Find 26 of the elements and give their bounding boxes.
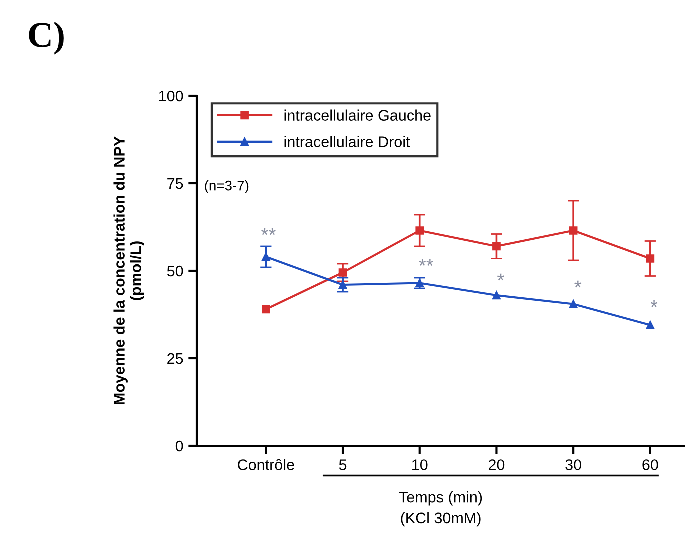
point: [262, 305, 270, 314]
x-tick-label: 10: [412, 460, 428, 470]
x-tick-label: Contrôle: [238, 459, 294, 470]
point: [569, 300, 578, 308]
y-tick-label: 25: [168, 353, 184, 364]
y-tick-label: 0: [176, 440, 184, 452]
annotation: *: [650, 300, 658, 308]
y-tick-label: 50: [167, 266, 184, 277]
x-tick-label: 20: [488, 460, 505, 470]
legend-label: intracellulaire Gauche: [284, 110, 431, 121]
legend-label: intracellulaire Droit: [284, 136, 410, 148]
x-tick-label: 60: [642, 460, 658, 470]
x-tick-label: 30: [566, 460, 582, 470]
annotation: *: [498, 274, 505, 281]
x-tick-label: 5: [339, 460, 347, 470]
x-axis-title: Temps (min) (KCl 30mM): [399, 492, 482, 527]
annotation: **: [261, 228, 276, 236]
point: [646, 321, 655, 330]
y-tick-label: 100: [159, 90, 184, 102]
chart-title: C): [29, 22, 64, 55]
y-tick-label: 75: [168, 178, 184, 190]
point: [492, 291, 501, 300]
y-axis-title: Moyenne de la concentration du NPY (pmol/L): [114, 136, 144, 405]
annotation: *: [574, 280, 582, 288]
annotation: (n=3-7): [205, 180, 249, 194]
annotation: **: [419, 259, 434, 266]
